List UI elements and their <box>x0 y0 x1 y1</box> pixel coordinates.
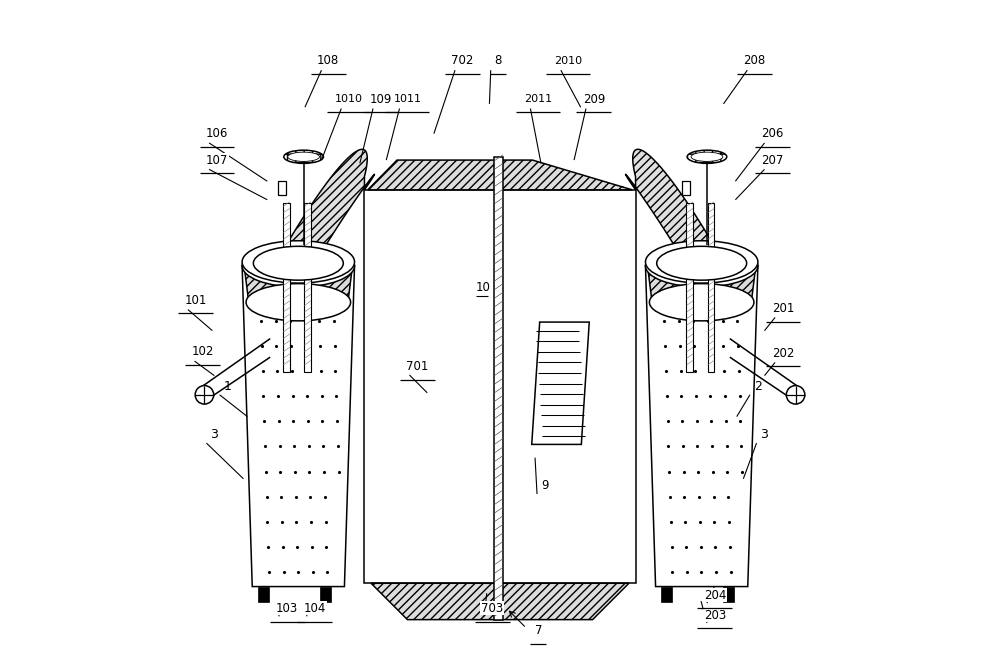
Text: 1010: 1010 <box>335 94 363 104</box>
Text: 2: 2 <box>754 380 762 392</box>
Text: 103: 103 <box>276 602 298 615</box>
Polygon shape <box>645 266 758 586</box>
Text: 107: 107 <box>206 153 228 167</box>
Ellipse shape <box>242 241 355 283</box>
Bar <box>661 586 672 602</box>
Text: 10: 10 <box>476 280 491 293</box>
Text: 3: 3 <box>210 428 218 441</box>
Text: 204: 204 <box>704 589 726 602</box>
Bar <box>283 203 290 372</box>
Ellipse shape <box>645 245 758 287</box>
Text: 102: 102 <box>191 345 214 359</box>
Text: 1: 1 <box>224 380 232 392</box>
Bar <box>723 586 734 602</box>
Ellipse shape <box>786 386 805 404</box>
Text: 106: 106 <box>206 127 228 140</box>
Bar <box>320 586 331 602</box>
Text: 1011: 1011 <box>393 94 421 104</box>
Ellipse shape <box>649 284 754 321</box>
Polygon shape <box>371 583 629 620</box>
Text: 104: 104 <box>304 602 326 615</box>
Bar <box>364 190 636 583</box>
Text: 109: 109 <box>370 93 392 106</box>
Bar <box>682 181 690 195</box>
Text: 703: 703 <box>481 602 503 615</box>
Bar <box>708 203 714 372</box>
Ellipse shape <box>284 150 323 163</box>
Polygon shape <box>281 149 374 272</box>
Text: 8: 8 <box>494 54 502 68</box>
Polygon shape <box>648 270 755 302</box>
Ellipse shape <box>288 152 319 161</box>
Text: 702: 702 <box>451 54 473 68</box>
Polygon shape <box>626 149 719 272</box>
Ellipse shape <box>657 246 747 280</box>
Ellipse shape <box>242 245 355 287</box>
Text: 9: 9 <box>541 479 549 492</box>
Polygon shape <box>245 270 352 302</box>
Ellipse shape <box>195 386 214 404</box>
Text: 206: 206 <box>761 127 784 140</box>
Ellipse shape <box>687 150 727 163</box>
Text: 7: 7 <box>535 624 542 637</box>
Text: 2010: 2010 <box>554 56 582 66</box>
Ellipse shape <box>253 246 343 280</box>
Ellipse shape <box>691 152 723 161</box>
Text: 108: 108 <box>317 54 339 68</box>
Text: 208: 208 <box>743 54 766 68</box>
Text: 202: 202 <box>772 347 794 360</box>
Bar <box>258 586 269 602</box>
Text: 209: 209 <box>583 93 605 106</box>
Polygon shape <box>242 266 355 586</box>
Bar <box>278 181 286 195</box>
Text: 701: 701 <box>406 360 429 373</box>
Text: 203: 203 <box>704 608 726 622</box>
Text: 3: 3 <box>761 428 768 441</box>
Bar <box>494 157 503 620</box>
Text: 101: 101 <box>185 293 207 307</box>
Ellipse shape <box>246 284 351 321</box>
Polygon shape <box>532 322 589 444</box>
Polygon shape <box>368 160 632 190</box>
Bar <box>304 203 311 372</box>
Text: 201: 201 <box>772 302 794 315</box>
Bar <box>686 203 693 372</box>
Text: 2011: 2011 <box>524 94 552 104</box>
Text: 207: 207 <box>761 153 784 167</box>
Ellipse shape <box>645 241 758 283</box>
